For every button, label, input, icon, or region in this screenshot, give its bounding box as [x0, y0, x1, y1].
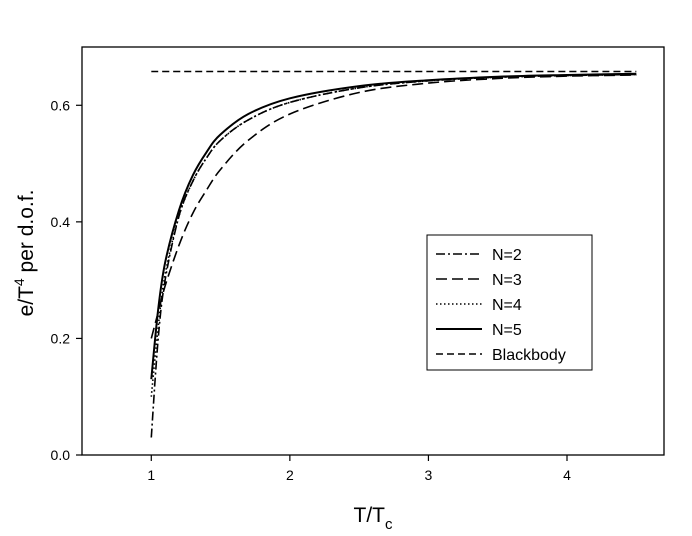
x-axis-ticks: 1 2 3 4: [147, 455, 571, 483]
x-axis-title: T/Tc: [354, 504, 394, 533]
legend-label: N=4: [492, 297, 522, 314]
y-axis-ticks: 0.0 0.2 0.4 0.6: [51, 97, 82, 463]
series-line-n-3: [150, 74, 637, 339]
x-tick-label: 2: [286, 467, 294, 483]
legend-label: Blackbody: [492, 347, 566, 364]
legend-box: [426, 234, 593, 371]
y-axis-title-sup: 4: [11, 278, 27, 286]
x-tick-label: 1: [147, 467, 155, 483]
legend-label: N=5: [492, 322, 522, 339]
y-tick-label: 0.4: [51, 214, 71, 230]
x-tick-label: 4: [563, 467, 571, 483]
y-tick-label: 0.2: [51, 330, 71, 346]
series-line-n-5: [150, 72, 637, 380]
x-tick-label: 3: [425, 467, 433, 483]
x-axis-title-main: T/T: [354, 504, 386, 527]
y-axis-title-main: e/T: [15, 286, 38, 317]
legend-label: N=3: [492, 272, 522, 289]
series-layer: [150, 70, 637, 438]
legend: N=2 N=3 N=4 N=5 Blackbody: [426, 234, 593, 371]
series-line-n-4: [150, 73, 637, 397]
x-axis-title-sub: c: [385, 516, 393, 533]
y-axis-title: e/T4 per d.o.f.: [11, 190, 38, 317]
y-tick-label: 0.6: [51, 97, 71, 113]
y-axis-title-rest: per d.o.f.: [15, 190, 38, 279]
legend-label: N=2: [492, 247, 522, 264]
y-tick-label: 0.0: [51, 447, 71, 463]
plot-frame: [81, 46, 665, 456]
